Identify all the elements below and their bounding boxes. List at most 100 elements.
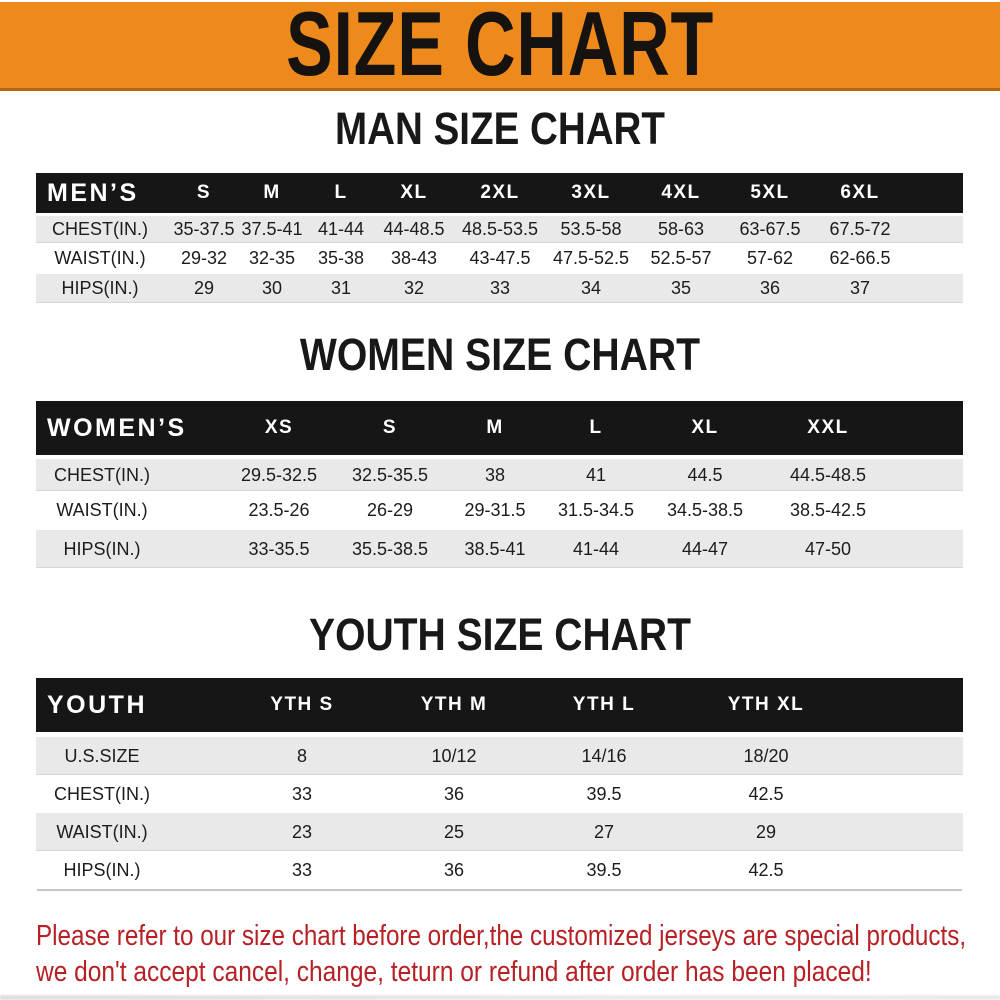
table-cell: 36	[759, 278, 781, 298]
size-column-header: 3XL	[571, 182, 611, 203]
size-column-header: 2XL	[480, 182, 520, 203]
table-row: HIPS(IN.) 29 30 31 32 33 34 35 36 37	[36, 274, 963, 303]
size-column-header: 6XL	[840, 182, 880, 203]
table-cell: 34	[580, 278, 602, 298]
table-cell: 35.5-38.5	[351, 539, 429, 559]
men-heading: MAN SIZE CHART	[308, 104, 693, 154]
table-row: WAIST(IN.) 29-32 32-35 35-38 38-43 43-47.5 47.…	[36, 243, 963, 274]
note-line-2-text: we don't accept cancel, change, teturn o…	[36, 956, 872, 988]
size-column-header: YTH L	[572, 694, 636, 715]
row-label: WAIST(IN.)	[54, 248, 146, 268]
note-line-1: Please refer to our size chart before or…	[36, 919, 1000, 953]
size-column-header: S	[196, 182, 212, 203]
table-cell: 29-31.5	[464, 500, 526, 520]
table-cell: 35-37.5	[173, 219, 235, 239]
banner-title: SIZE CHART	[222, 0, 778, 95]
table-row: CHEST(IN.) 29.5-32.5 32.5-35.5 38 41 44.5 44.5…	[36, 459, 963, 491]
women-heading-text: WOMEN SIZE CHART	[299, 329, 701, 380]
size-column-header: YTH M	[420, 694, 488, 715]
note-line-2: we don't accept cancel, change, teturn o…	[36, 955, 1000, 989]
women-heading: WOMEN SIZE CHART	[270, 330, 730, 380]
table-cell: 30	[261, 278, 283, 298]
table-cell: 44.5-48.5	[789, 465, 867, 485]
table-row: HIPS(IN.) 33-35.5 35.5-38.5 38.5-41 41-44 44-…	[36, 530, 963, 568]
table-cell: 26-29	[366, 500, 414, 520]
row-label: CHEST(IN.)	[52, 219, 148, 239]
table-label: YOUTH	[47, 691, 147, 719]
row-label: CHEST(IN.)	[54, 784, 150, 804]
table-cell: 42.5	[748, 784, 784, 804]
size-column-header: L	[589, 417, 603, 438]
row-label: WAIST(IN.)	[56, 500, 148, 520]
size-column-header: 4XL	[661, 182, 701, 203]
table-cell: 63-67.5	[739, 219, 801, 239]
table-row: HIPS(IN.) 33 36 39.5 42.5	[36, 851, 963, 889]
table-cell: 18/20	[743, 746, 789, 766]
table-cell: 8	[296, 746, 308, 766]
row-label: WAIST(IN.)	[56, 822, 148, 842]
table-cell: 23.5-26	[248, 500, 310, 520]
size-column-header: XL	[691, 417, 719, 438]
table-cell: 67.5-72	[829, 219, 891, 239]
table-cell: 38.5-41	[464, 539, 526, 559]
table-cell: 31.5-34.5	[557, 500, 635, 520]
table-cell: 35	[670, 278, 692, 298]
table-row: CHEST(IN.) 35-37.5 37.5-41 41-44 44-48.5 48.5…	[36, 216, 963, 243]
table-cell: 32	[403, 278, 425, 298]
row-label: HIPS(IN.)	[63, 860, 141, 880]
table-cell: 38-43	[390, 248, 438, 268]
table-cell: 57-62	[746, 248, 794, 268]
table-cell: 36	[443, 784, 465, 804]
table-cell: 41-44	[317, 219, 365, 239]
row-label: HIPS(IN.)	[63, 539, 141, 559]
size-column-header: M	[486, 417, 504, 438]
table-cell: 44-48.5	[383, 219, 445, 239]
table-cell: 33	[489, 278, 511, 298]
table-cell: 38	[484, 465, 506, 485]
table-cell: 44.5	[687, 465, 723, 485]
table-cell: 23	[291, 822, 313, 842]
banner: SIZE CHART	[0, 0, 1000, 95]
row-label: HIPS(IN.)	[61, 278, 139, 298]
size-header-bar: MEN’S S M L XL 2XL 3XL 4XL 5XL 6XL	[36, 173, 963, 213]
table-cell: 62-66.5	[829, 248, 891, 268]
table-cell: 29-32	[180, 248, 228, 268]
table-cell: 34.5-38.5	[666, 500, 744, 520]
table-cell: 37.5-41	[241, 219, 303, 239]
table-cell: 33	[291, 784, 313, 804]
table-cell: 29.5-32.5	[240, 465, 318, 485]
size-column-header: XL	[400, 182, 428, 203]
table-cell: 47.5-52.5	[552, 248, 630, 268]
table-cell: 42.5	[748, 860, 784, 880]
size-header-bar: YOUTH YTH S YTH M YTH L YTH XL	[36, 678, 963, 732]
table-cell: 29	[193, 278, 215, 298]
table-cell: 32-35	[248, 248, 296, 268]
banner-title-text: SIZE CHART	[285, 0, 715, 95]
table-cell: 39.5	[586, 784, 622, 804]
table-cell: 31	[330, 278, 352, 298]
table-cell: 32.5-35.5	[351, 465, 429, 485]
table-cell: 41	[585, 465, 607, 485]
table-cell: 48.5-53.5	[461, 219, 539, 239]
table-label: WOMEN’S	[47, 414, 187, 442]
table-cell: 41-44	[572, 539, 620, 559]
table-row: WAIST(IN.) 23 25 27 29	[36, 813, 963, 851]
table-cell: 27	[593, 822, 615, 842]
table-cell: 43-47.5	[469, 248, 531, 268]
table-cell: 53.5-58	[560, 219, 622, 239]
size-column-header: M	[263, 182, 281, 203]
size-column-header: YTH S	[270, 694, 334, 715]
size-header-bar: WOMEN’S XS S M L XL XXL	[36, 401, 963, 455]
table-bottom-border	[37, 889, 962, 891]
table-cell: 33-35.5	[248, 539, 310, 559]
table-cell: 52.5-57	[650, 248, 712, 268]
table-cell: 25	[443, 822, 465, 842]
size-column-header: XS	[264, 417, 294, 438]
table-cell: 10/12	[431, 746, 477, 766]
size-column-header: XXL	[807, 417, 849, 438]
table-row: U.S.SIZE 8 10/12 14/16 18/20	[36, 737, 963, 775]
table-cell: 37	[849, 278, 871, 298]
table-cell: 33	[291, 860, 313, 880]
size-column-header: L	[334, 182, 348, 203]
